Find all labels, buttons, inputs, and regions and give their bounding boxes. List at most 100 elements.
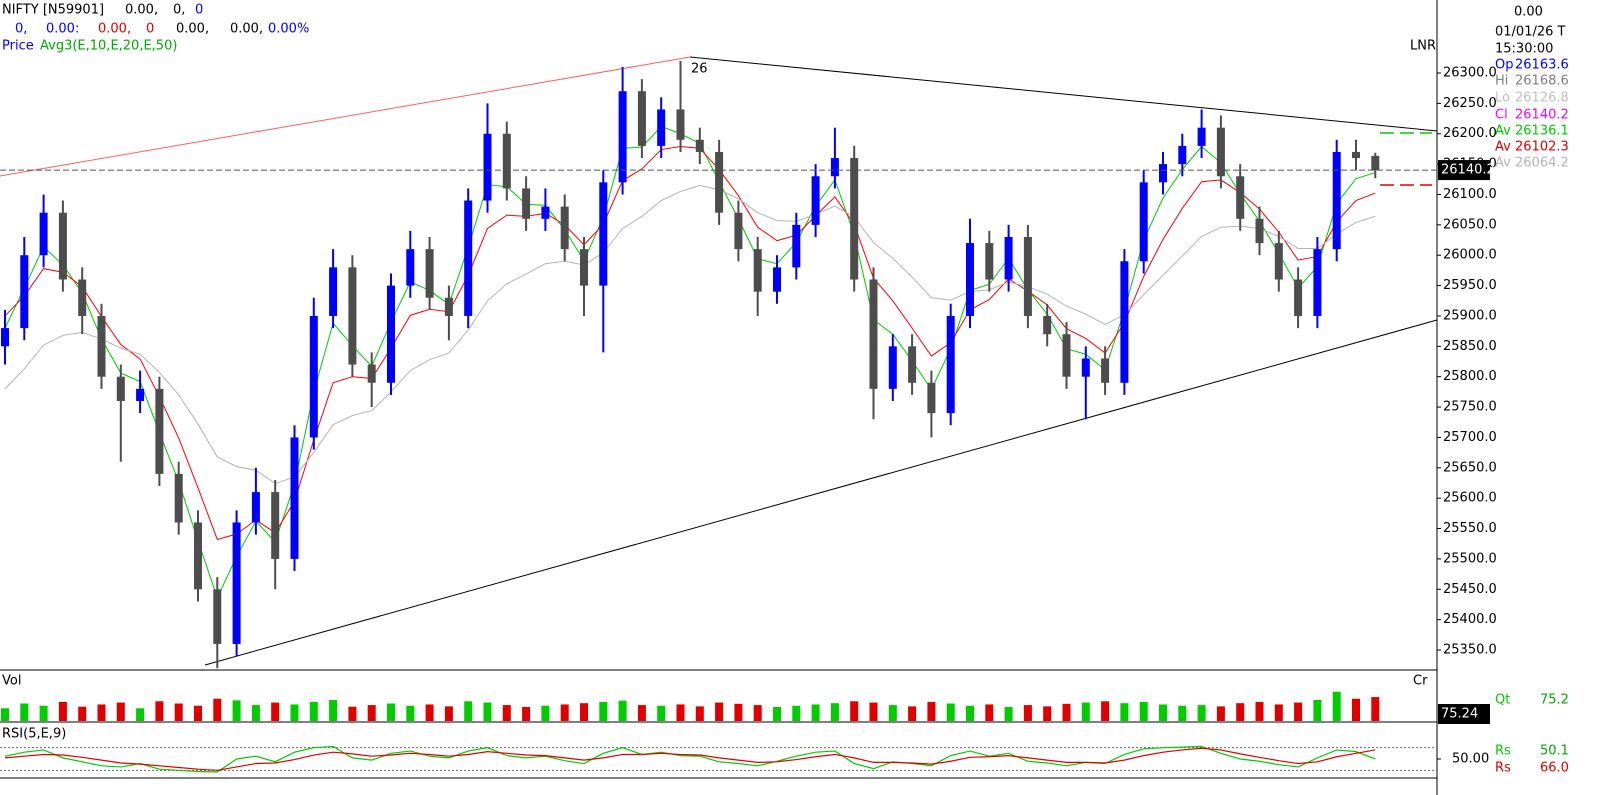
info-label: Op bbox=[1495, 58, 1513, 73]
panel-label: Cr bbox=[1413, 674, 1428, 689]
candle-body bbox=[232, 522, 241, 644]
candle-body bbox=[194, 522, 202, 590]
volume-bar bbox=[1236, 703, 1245, 721]
info-label: Av bbox=[1495, 124, 1511, 139]
volume-bar bbox=[850, 701, 859, 721]
rsi-line bbox=[4, 745, 1376, 773]
volume-bar bbox=[251, 705, 260, 721]
volume-bar bbox=[1023, 705, 1032, 721]
y-tick-label: 25950.0 bbox=[1443, 278, 1497, 293]
candle-body bbox=[1352, 151, 1360, 159]
volume-bar bbox=[194, 705, 202, 721]
volume-bar bbox=[1274, 704, 1283, 721]
header-value: 0 bbox=[146, 22, 154, 37]
candle-body bbox=[927, 382, 936, 414]
price-box bbox=[1438, 160, 1490, 181]
volume-bar bbox=[1159, 704, 1167, 721]
info-label: Cl bbox=[1495, 108, 1508, 123]
volume-bar bbox=[136, 708, 145, 721]
candle-body bbox=[1101, 358, 1110, 383]
info-label: Hi bbox=[1495, 74, 1508, 89]
candle-body bbox=[966, 243, 974, 316]
volume-bar bbox=[387, 703, 395, 721]
volume-bar bbox=[483, 702, 492, 721]
candle-body bbox=[78, 279, 87, 316]
candle-body bbox=[618, 91, 627, 183]
volume-bar bbox=[425, 704, 434, 721]
y-tick-label: 25650.0 bbox=[1443, 460, 1497, 475]
volume-bar bbox=[1139, 701, 1148, 721]
candle-body bbox=[1178, 145, 1187, 165]
volume-bar bbox=[985, 704, 994, 721]
candle-body bbox=[309, 315, 318, 438]
volume-bar bbox=[116, 702, 125, 721]
y-tick-label: 25400.0 bbox=[1443, 612, 1497, 627]
volume-bar bbox=[502, 705, 511, 721]
y-tick-label: 50.00 bbox=[1452, 752, 1489, 767]
candle-body bbox=[155, 388, 164, 474]
info-value: 26136.1 bbox=[1515, 124, 1569, 139]
candle-body bbox=[888, 346, 897, 389]
volume-bar bbox=[348, 706, 357, 721]
info-value: 66.0 bbox=[1540, 761, 1569, 776]
y-tick-label: 25550.0 bbox=[1443, 521, 1497, 536]
header-value: 0.00: bbox=[46, 22, 79, 37]
rsi-line bbox=[4, 747, 1376, 771]
candle-body bbox=[1043, 315, 1052, 335]
candle-body bbox=[676, 109, 685, 140]
volume-bar bbox=[464, 701, 473, 721]
candle-body bbox=[580, 249, 588, 286]
info-value: 50.1 bbox=[1540, 744, 1569, 759]
candle-body bbox=[406, 249, 415, 286]
trend-line bbox=[204, 319, 1438, 666]
info-label: Qt bbox=[1495, 693, 1510, 708]
candle-body bbox=[1120, 261, 1129, 383]
info-label: Rs bbox=[1495, 744, 1511, 759]
y-tick-label: 25850.0 bbox=[1443, 339, 1497, 354]
y-tick-label: 25500.0 bbox=[1443, 551, 1497, 566]
candle-body bbox=[715, 151, 724, 213]
panel-title: Vol bbox=[2, 674, 21, 689]
candle-body bbox=[444, 297, 453, 316]
y-tick-label: 26000.0 bbox=[1443, 248, 1497, 263]
volume-bar bbox=[927, 701, 936, 721]
candle-body bbox=[1023, 236, 1032, 316]
volume-bar bbox=[869, 702, 878, 721]
volume-bar bbox=[174, 703, 183, 721]
candle-body bbox=[560, 206, 569, 250]
candle-body bbox=[946, 315, 955, 414]
volume-bar bbox=[908, 706, 917, 721]
candle-body bbox=[1139, 182, 1148, 262]
volume-bar bbox=[560, 704, 569, 721]
y-tick-label: 26050.0 bbox=[1443, 217, 1497, 232]
panel-title: RSI(5,E,9) bbox=[2, 727, 66, 742]
candle-body bbox=[425, 249, 434, 298]
candle-body bbox=[985, 243, 994, 280]
volume-bar bbox=[792, 705, 801, 721]
y-tick-label: 26300.0 bbox=[1443, 66, 1497, 81]
volume-bar bbox=[213, 698, 222, 721]
y-tick-label: 26200.0 bbox=[1443, 126, 1497, 141]
header-value: 0.00, bbox=[230, 22, 263, 37]
candle-body bbox=[213, 589, 222, 644]
y-tick-label: 25600.0 bbox=[1443, 491, 1497, 506]
candle-body bbox=[1313, 249, 1322, 316]
candle-body bbox=[1236, 176, 1245, 219]
candle-body bbox=[483, 133, 492, 201]
candle-body bbox=[251, 492, 260, 523]
volume-bar bbox=[1101, 701, 1110, 721]
volume-bar bbox=[78, 706, 87, 721]
candle-body bbox=[502, 133, 511, 189]
volume-bar bbox=[309, 701, 318, 721]
volume-bar bbox=[657, 705, 666, 721]
candle-body bbox=[290, 437, 299, 559]
info-label: Lo bbox=[1495, 91, 1510, 106]
candle-body bbox=[1274, 243, 1283, 280]
candle-body bbox=[753, 249, 762, 292]
volume-bar bbox=[830, 703, 839, 721]
moving-average bbox=[4, 184, 1376, 485]
volume-bar bbox=[1294, 702, 1303, 721]
volume-bar bbox=[1043, 706, 1052, 721]
